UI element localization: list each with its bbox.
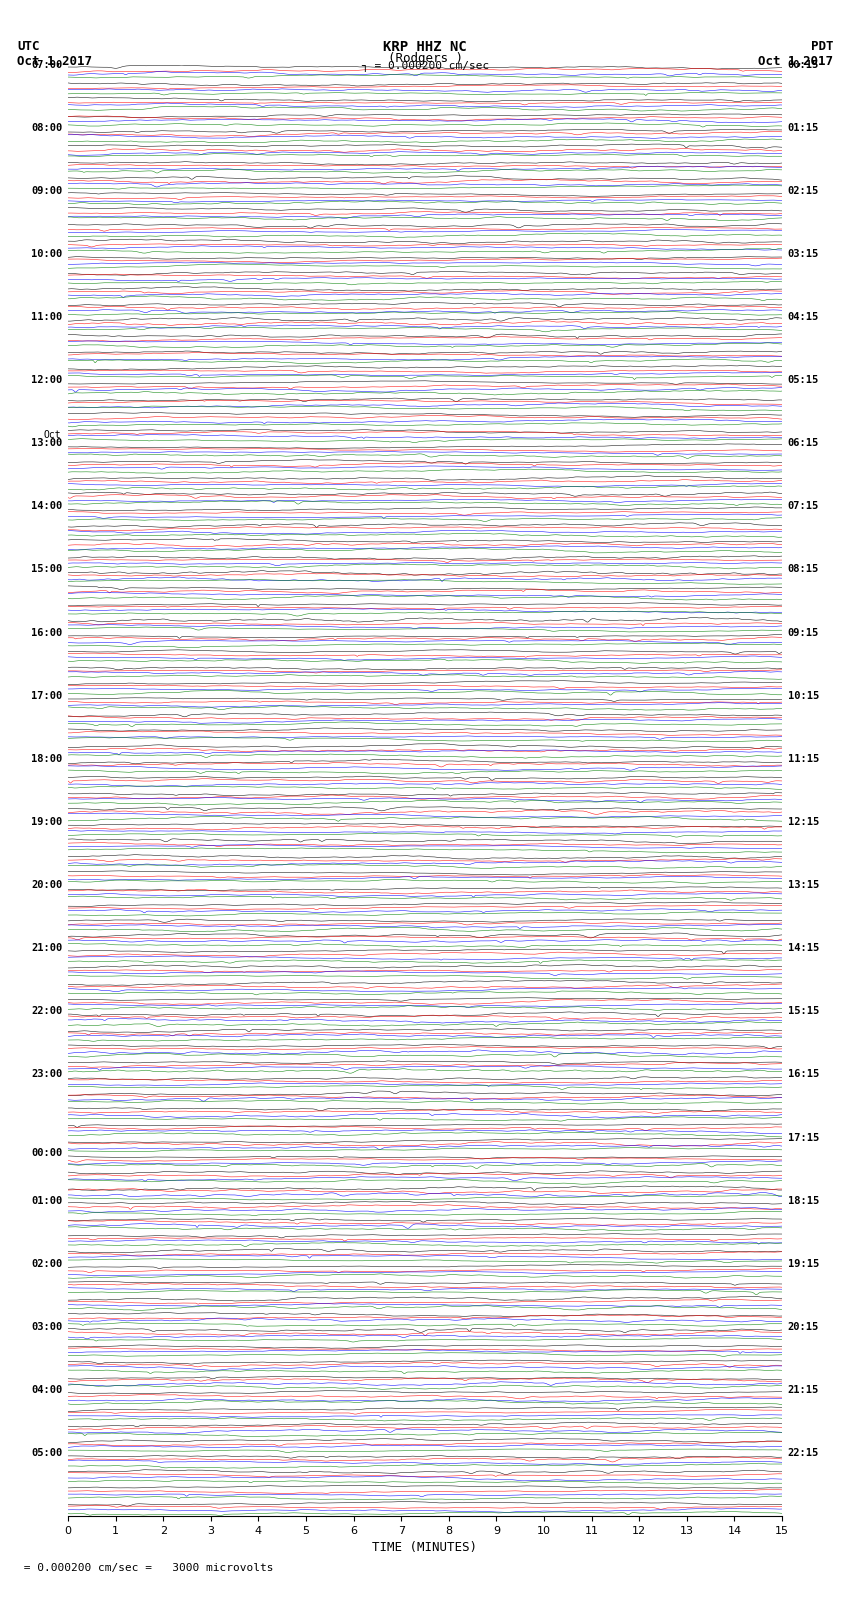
Text: 13:15: 13:15 [788, 881, 819, 890]
Text: 10:00: 10:00 [31, 248, 62, 258]
Text: 12:00: 12:00 [31, 376, 62, 386]
Text: 23:00: 23:00 [31, 1069, 62, 1079]
Text: 15:15: 15:15 [788, 1007, 819, 1016]
Text: 22:00: 22:00 [31, 1007, 62, 1016]
Text: Oct: Oct [43, 431, 61, 440]
Text: 06:15: 06:15 [788, 439, 819, 448]
Text: 16:15: 16:15 [788, 1069, 819, 1079]
Text: 08:00: 08:00 [31, 123, 62, 132]
Text: 11:00: 11:00 [31, 311, 62, 323]
Text: PDT
Oct 1,2017: PDT Oct 1,2017 [758, 40, 833, 68]
Text: 00:15: 00:15 [788, 60, 819, 69]
Text: = 0.000200 cm/sec =   3000 microvolts: = 0.000200 cm/sec = 3000 microvolts [17, 1563, 274, 1573]
Text: 18:00: 18:00 [31, 753, 62, 765]
Text: 16:00: 16:00 [31, 627, 62, 637]
Text: 19:15: 19:15 [788, 1258, 819, 1269]
Text: 02:15: 02:15 [788, 185, 819, 195]
Text: ┐ = 0.000200 cm/sec: ┐ = 0.000200 cm/sec [361, 61, 489, 73]
Text: (Rodgers ): (Rodgers ) [388, 52, 462, 65]
Text: 21:00: 21:00 [31, 944, 62, 953]
Text: 04:15: 04:15 [788, 311, 819, 323]
Text: 18:15: 18:15 [788, 1195, 819, 1205]
Text: 08:15: 08:15 [788, 565, 819, 574]
Text: 07:00: 07:00 [31, 60, 62, 69]
Text: 13:00: 13:00 [31, 439, 62, 448]
Text: 07:15: 07:15 [788, 502, 819, 511]
Text: 12:15: 12:15 [788, 816, 819, 827]
Text: 14:15: 14:15 [788, 944, 819, 953]
Text: 00:00: 00:00 [31, 1148, 62, 1158]
Text: 19:00: 19:00 [31, 816, 62, 827]
Text: 03:15: 03:15 [788, 248, 819, 258]
Text: 15:00: 15:00 [31, 565, 62, 574]
Text: 11:15: 11:15 [788, 753, 819, 765]
Text: KRP HHZ NC: KRP HHZ NC [383, 40, 467, 55]
Text: 04:00: 04:00 [31, 1386, 62, 1395]
Text: 14:00: 14:00 [31, 502, 62, 511]
Text: 10:15: 10:15 [788, 690, 819, 700]
Text: 05:00: 05:00 [31, 1448, 62, 1458]
Text: 20:15: 20:15 [788, 1323, 819, 1332]
Text: 03:00: 03:00 [31, 1323, 62, 1332]
Text: 22:15: 22:15 [788, 1448, 819, 1458]
Text: 21:15: 21:15 [788, 1386, 819, 1395]
Text: 01:15: 01:15 [788, 123, 819, 132]
Text: 09:00: 09:00 [31, 185, 62, 195]
Text: 20:00: 20:00 [31, 881, 62, 890]
Text: 09:15: 09:15 [788, 627, 819, 637]
Text: 02:00: 02:00 [31, 1258, 62, 1269]
Text: 01:00: 01:00 [31, 1195, 62, 1205]
Text: 17:00: 17:00 [31, 690, 62, 700]
Text: 05:15: 05:15 [788, 376, 819, 386]
X-axis label: TIME (MINUTES): TIME (MINUTES) [372, 1542, 478, 1555]
Text: 17:15: 17:15 [788, 1132, 819, 1142]
Text: UTC
Oct 1,2017: UTC Oct 1,2017 [17, 40, 92, 68]
